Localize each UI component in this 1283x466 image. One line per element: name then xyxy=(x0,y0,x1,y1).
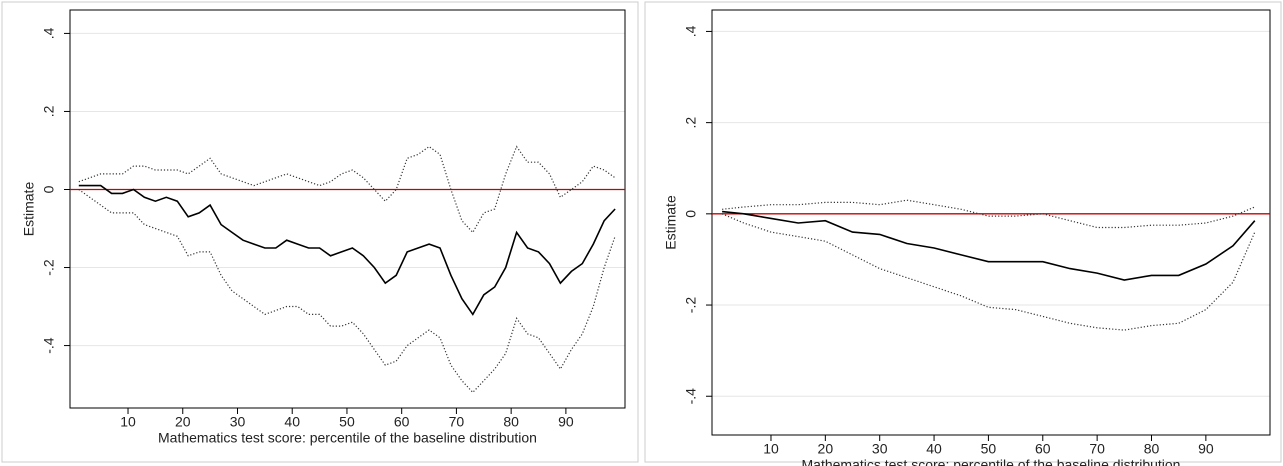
plot-frame xyxy=(69,9,626,409)
x-tick-label: 80 xyxy=(503,414,519,430)
x-tick-label: 20 xyxy=(175,414,191,430)
ci-line xyxy=(78,189,616,394)
estimate-line xyxy=(78,184,616,316)
panel-frame xyxy=(1,1,639,463)
x-tick-label: 90 xyxy=(1198,441,1214,457)
y-tick-label: 0 xyxy=(683,210,699,218)
x-axis-label: Mathematics test score: percentile of th… xyxy=(802,457,1181,466)
ci-line xyxy=(722,199,1256,229)
plot-frame xyxy=(711,9,1271,436)
x-axis-label: Mathematics test score: percentile of th… xyxy=(158,430,537,446)
ci-line xyxy=(721,213,1256,331)
y-tick-label: 0 xyxy=(41,185,57,193)
x-tick-label: 70 xyxy=(1089,441,1105,457)
estimate-line xyxy=(722,210,1256,281)
x-tick-label: 40 xyxy=(284,414,300,430)
x-tick-label: 60 xyxy=(394,414,410,430)
y-tick-label: -.4 xyxy=(683,388,699,405)
x-tick-label: 50 xyxy=(981,441,997,457)
x-tick-label: 10 xyxy=(120,414,136,430)
x-tick-label: 50 xyxy=(339,414,355,430)
y-tick-label: .2 xyxy=(683,117,699,129)
y-tick-label: -.2 xyxy=(41,259,57,276)
x-tick-label: 70 xyxy=(449,414,465,430)
y-tick-label: .2 xyxy=(41,105,57,117)
x-tick-label: 30 xyxy=(230,414,246,430)
x-tick-label: 90 xyxy=(558,414,574,430)
y-tick-label: .4 xyxy=(41,27,57,39)
panel-frame xyxy=(644,1,1282,463)
y-axis-label: Estimate xyxy=(21,182,37,237)
x-tick-label: 60 xyxy=(1035,441,1051,457)
x-tick-label: 40 xyxy=(926,441,942,457)
y-tick-label: .4 xyxy=(683,25,699,37)
y-tick-label: -.2 xyxy=(683,297,699,314)
y-tick-label: -.4 xyxy=(41,337,57,354)
ci-line xyxy=(78,145,616,234)
x-tick-label: 80 xyxy=(1144,441,1160,457)
x-tick-label: 10 xyxy=(763,441,779,457)
x-tick-label: 20 xyxy=(818,441,834,457)
y-axis-label: Estimate xyxy=(663,195,679,250)
x-tick-label: 30 xyxy=(872,441,888,457)
